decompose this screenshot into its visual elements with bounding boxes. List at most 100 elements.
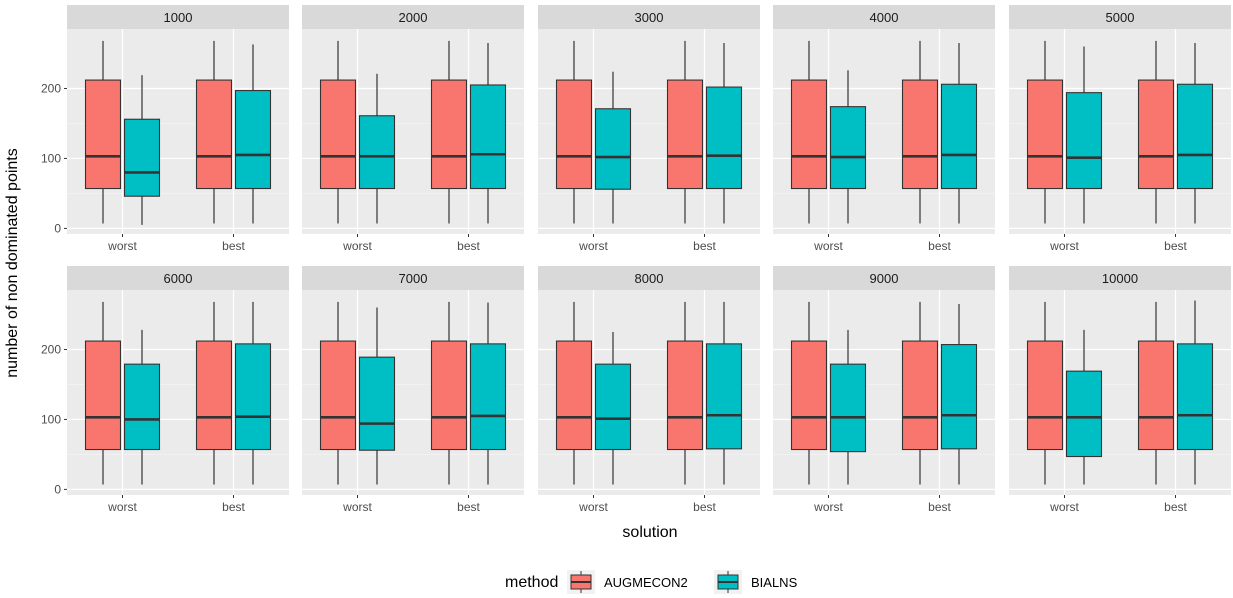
box-bialns-worst bbox=[1065, 329, 1103, 485]
box-iqr bbox=[594, 363, 632, 451]
box-iqr bbox=[84, 340, 122, 451]
facet-strip bbox=[538, 5, 760, 29]
box-bialns-best bbox=[469, 42, 507, 224]
box-augmecon2-best bbox=[430, 40, 468, 224]
box-bialns-worst bbox=[594, 331, 632, 485]
facet-strip bbox=[67, 266, 289, 290]
box-iqr bbox=[319, 79, 357, 190]
box-iqr bbox=[319, 340, 357, 451]
facet-strip bbox=[1009, 5, 1231, 29]
box-augmecon2-worst bbox=[555, 301, 593, 485]
facet-panel: 7000 worst best bbox=[302, 266, 524, 514]
box-iqr bbox=[666, 340, 704, 451]
facet-strip bbox=[67, 5, 289, 29]
box-iqr bbox=[358, 356, 396, 451]
facet-panel: 3000 worst best bbox=[538, 5, 760, 253]
box-augmecon2-worst bbox=[319, 301, 357, 485]
facet-strip bbox=[1009, 266, 1231, 290]
y-tick-label: 200 bbox=[41, 342, 61, 356]
box-augmecon2-worst bbox=[1026, 40, 1064, 224]
box-iqr bbox=[123, 363, 161, 451]
box-bialns-best bbox=[940, 42, 978, 224]
x-tick-label: worst bbox=[107, 239, 137, 253]
facet-panel: 5000 worst best bbox=[1009, 5, 1231, 253]
box-bialns-worst bbox=[123, 329, 161, 485]
x-tick-label: best bbox=[457, 239, 480, 253]
box-augmecon2-best bbox=[666, 301, 704, 485]
box-iqr bbox=[123, 118, 161, 197]
x-tick-label: worst bbox=[1049, 239, 1079, 253]
legend-label-bialns: BIALNS bbox=[751, 575, 798, 590]
x-tick-label: worst bbox=[813, 239, 843, 253]
box-augmecon2-worst bbox=[790, 40, 828, 224]
box-iqr bbox=[829, 363, 867, 453]
box-iqr bbox=[901, 340, 939, 451]
box-iqr bbox=[358, 115, 396, 190]
facet-panel: 1000 worst best 0 100 200 bbox=[41, 5, 289, 253]
x-tick-label: best bbox=[457, 500, 480, 514]
x-tick-label: worst bbox=[813, 500, 843, 514]
facet-strip-label: 10000 bbox=[1102, 271, 1138, 286]
facet-strip bbox=[302, 266, 524, 290]
box-iqr bbox=[84, 79, 122, 190]
y-tick-label: 200 bbox=[41, 81, 61, 95]
x-tick-label: best bbox=[693, 500, 716, 514]
box-augmecon2-best bbox=[1137, 301, 1175, 485]
box-iqr bbox=[1065, 92, 1103, 190]
box-iqr bbox=[555, 340, 593, 451]
x-tick-label: worst bbox=[342, 239, 372, 253]
facet-panel: 6000 worst best 0 100 200 bbox=[41, 266, 289, 514]
facet-strip bbox=[773, 266, 995, 290]
box-augmecon2-worst bbox=[319, 40, 357, 224]
box-iqr bbox=[1137, 340, 1175, 451]
box-iqr bbox=[195, 79, 233, 190]
box-iqr bbox=[790, 340, 828, 451]
x-tick-label: worst bbox=[578, 239, 608, 253]
x-tick-label: best bbox=[1164, 239, 1187, 253]
x-tick-label: best bbox=[928, 500, 951, 514]
box-bialns-worst bbox=[829, 70, 867, 224]
box-iqr bbox=[1026, 340, 1064, 451]
box-iqr bbox=[594, 108, 632, 190]
facet-panel: 2000 worst best bbox=[302, 5, 524, 253]
facet-strip-label: 5000 bbox=[1106, 10, 1135, 25]
box-iqr bbox=[1176, 343, 1214, 451]
box-iqr bbox=[666, 79, 704, 190]
facet-strip-label: 4000 bbox=[870, 10, 899, 25]
x-tick-label: best bbox=[928, 239, 951, 253]
box-iqr bbox=[469, 343, 507, 451]
box-iqr bbox=[430, 79, 468, 190]
legend: method AUGMECON2 BIALNS bbox=[505, 570, 798, 594]
box-iqr bbox=[195, 340, 233, 451]
box-augmecon2-best bbox=[666, 40, 704, 224]
x-tick-label: worst bbox=[107, 500, 137, 514]
facet-strip-label: 2000 bbox=[399, 10, 428, 25]
box-iqr bbox=[234, 90, 272, 190]
box-augmecon2-worst bbox=[555, 40, 593, 224]
x-tick-label: worst bbox=[342, 500, 372, 514]
box-iqr bbox=[901, 79, 939, 190]
legend-key-bialns bbox=[714, 570, 742, 594]
box-iqr bbox=[940, 83, 978, 190]
box-iqr bbox=[829, 106, 867, 190]
box-augmecon2-best bbox=[901, 301, 939, 485]
box-augmecon2-best bbox=[430, 301, 468, 485]
box-iqr bbox=[555, 79, 593, 190]
box-bialns-best bbox=[234, 301, 272, 485]
box-augmecon2-best bbox=[195, 301, 233, 485]
facet-strip bbox=[302, 5, 524, 29]
facet-strip-label: 9000 bbox=[870, 271, 899, 286]
box-bialns-worst bbox=[123, 75, 161, 225]
box-iqr bbox=[705, 86, 743, 190]
facet-strip-label: 1000 bbox=[164, 10, 193, 25]
box-iqr bbox=[705, 343, 743, 450]
legend-title: method bbox=[505, 574, 558, 591]
box-bialns-best bbox=[705, 42, 743, 224]
box-bialns-worst bbox=[1065, 46, 1103, 224]
box-bialns-best bbox=[705, 301, 743, 485]
box-augmecon2-best bbox=[1137, 40, 1175, 224]
y-tick-label: 100 bbox=[41, 412, 61, 426]
y-axis-title: number of non dominated points bbox=[4, 148, 21, 377]
